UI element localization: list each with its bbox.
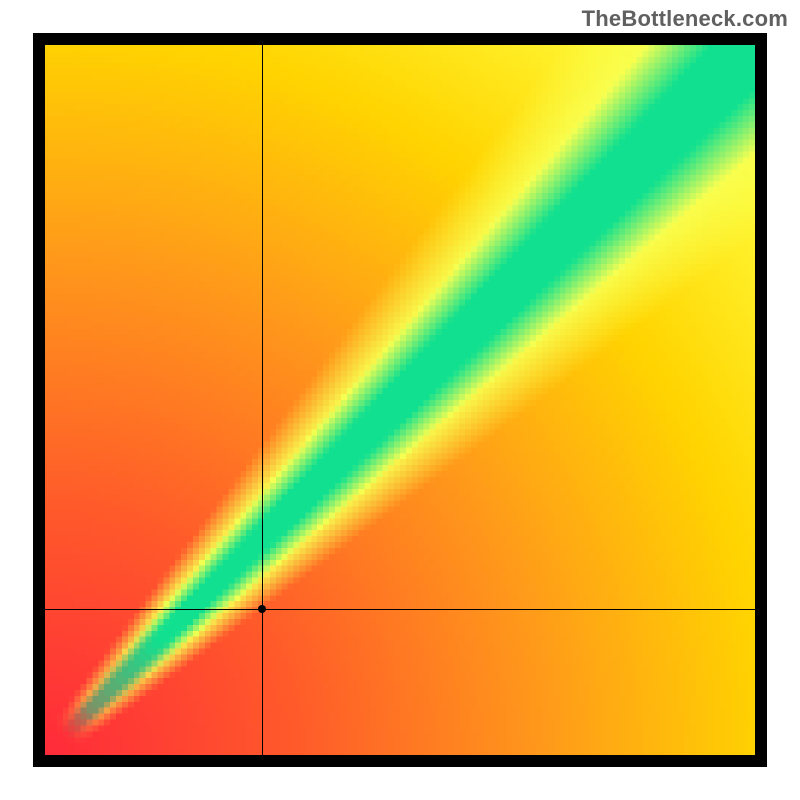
watermark-text: TheBottleneck.com: [582, 6, 788, 32]
crosshair-vertical: [262, 45, 263, 755]
plot-border: [33, 33, 767, 767]
marker-dot: [258, 605, 266, 613]
crosshair-horizontal: [45, 609, 755, 610]
heatmap-canvas: [45, 45, 755, 755]
heatmap-plot: [45, 45, 755, 755]
